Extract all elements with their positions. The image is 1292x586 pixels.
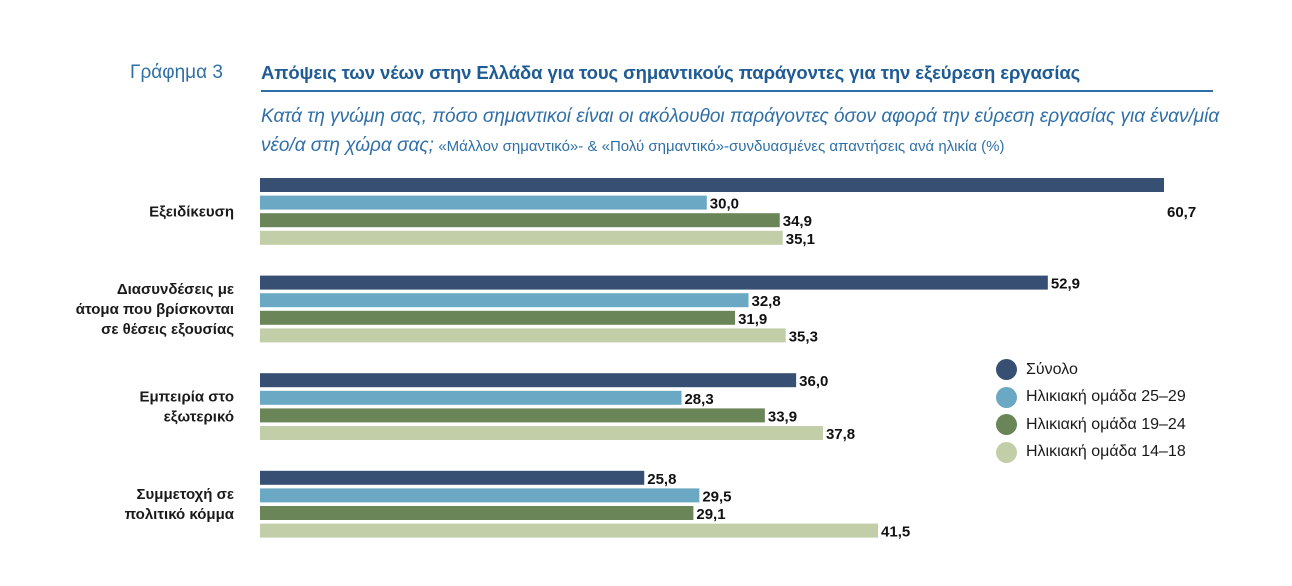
data-label: 36,0 (799, 373, 828, 390)
legend-swatch-icon (996, 414, 1017, 436)
chart-note: «Μάλλον σημαντικό»- & «Πολύ σημαντικό»-σ… (438, 138, 1005, 155)
legend-item: Ηλικιακή ομάδα 25–29 (996, 384, 1186, 412)
figure-number: Γράφημα 3 (130, 62, 223, 83)
bar (260, 293, 749, 308)
category-label: άτομα που βρίσκονται (76, 301, 234, 318)
data-label: 32,8 (751, 293, 780, 310)
bar (260, 373, 797, 388)
bar (260, 426, 823, 440)
data-label: 29,5 (702, 488, 731, 505)
legend-item: Ηλικιακή ομάδα 19–24 (996, 411, 1186, 439)
category-label: Εξειδίκευση (149, 203, 234, 220)
data-label: 35,3 (789, 328, 818, 345)
bar (260, 213, 780, 228)
data-label: 41,5 (881, 524, 910, 541)
legend: Σύνολο Ηλικιακή ομάδα 25–29 Ηλικιακή ομάδα… (996, 356, 1186, 466)
legend-item: Ηλικιακή ομάδα 14–18 (996, 439, 1186, 467)
bar (260, 310, 736, 325)
bar (260, 488, 700, 503)
legend-swatch-icon (996, 359, 1017, 381)
legend-label: Ηλικιακή ομάδα 14–18 (1026, 443, 1186, 461)
legend-swatch-icon (996, 441, 1017, 463)
data-label: 60,7 (1167, 204, 1196, 221)
data-label: 33,9 (768, 408, 797, 425)
legend-label: Σύνολο (1026, 360, 1078, 378)
data-label: 29,1 (696, 506, 725, 523)
bar (260, 195, 707, 210)
data-label: 31,9 (738, 311, 767, 328)
title-underline (261, 90, 1213, 92)
bar (260, 275, 1048, 290)
legend-swatch-icon (996, 386, 1017, 408)
legend-label: Ηλικιακή ομάδα 25–29 (1026, 388, 1186, 406)
survey-question: Κατά τη γνώμη σας, πόσο σημαντικοί είναι… (261, 106, 1220, 156)
bar (260, 523, 879, 538)
bar (260, 178, 1164, 192)
bar (260, 470, 645, 485)
data-label: 25,8 (647, 471, 676, 488)
category-label: Διασυνδέσεις με (117, 281, 234, 298)
bar (260, 230, 783, 245)
category-label: εξωτερικό (164, 409, 234, 426)
data-label: 37,8 (826, 426, 855, 443)
data-label: 52,9 (1051, 276, 1080, 293)
chart-title: Απόψεις των νέων στην Ελλάδα για τους ση… (261, 62, 1081, 83)
category-label: Συμμετοχή σε (137, 486, 234, 503)
data-label: 35,1 (786, 231, 815, 248)
legend-item: Σύνολο (996, 356, 1186, 384)
bar (260, 328, 786, 343)
category-label: σε θέσεις εξουσίας (101, 321, 234, 338)
category-label: πολιτικό κόμμα (125, 506, 235, 523)
legend-label: Ηλικιακή ομάδα 19–24 (1026, 415, 1186, 433)
bar (260, 506, 694, 520)
data-label: 28,3 (684, 391, 713, 408)
bar (260, 408, 765, 423)
chart-subtitle: Κατά τη γνώμη σας, πόσο σημαντικοί είναι… (261, 103, 1221, 161)
bar (260, 390, 682, 405)
data-label: 30,0 (710, 196, 739, 213)
category-label: Εμπειρία στο (140, 389, 235, 406)
data-label: 34,9 (783, 213, 812, 230)
